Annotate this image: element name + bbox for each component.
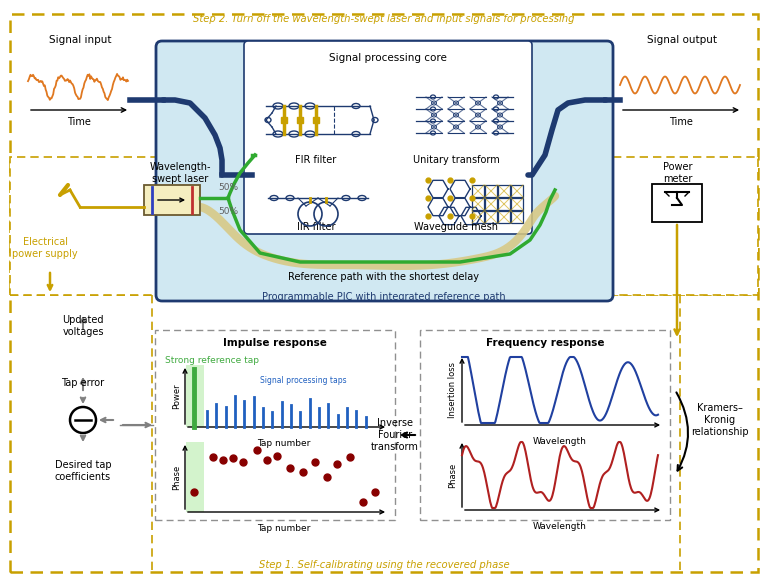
Text: FIR filter: FIR filter <box>296 155 336 165</box>
Text: Time: Time <box>669 117 693 127</box>
Bar <box>313 117 319 123</box>
FancyBboxPatch shape <box>244 41 532 234</box>
FancyBboxPatch shape <box>420 330 670 520</box>
FancyBboxPatch shape <box>606 157 758 295</box>
Bar <box>144 185 200 215</box>
Text: Impulse response: Impulse response <box>223 338 327 348</box>
Text: Desired tap
coefficients: Desired tap coefficients <box>55 460 111 482</box>
Bar <box>485 185 497 197</box>
Text: Signal output: Signal output <box>647 35 717 45</box>
Text: Phase: Phase <box>172 464 181 490</box>
FancyBboxPatch shape <box>155 330 395 520</box>
Text: Updated
voltages: Updated voltages <box>62 315 104 336</box>
Text: 50%: 50% <box>218 184 238 192</box>
Bar <box>511 185 523 197</box>
Text: Tap number: Tap number <box>257 524 311 533</box>
Text: Phase: Phase <box>448 463 457 488</box>
Bar <box>281 117 287 123</box>
Text: Power
meter: Power meter <box>664 162 693 184</box>
Text: Step 1. Self-calibrating using the recovered phase: Step 1. Self-calibrating using the recov… <box>259 560 509 570</box>
Text: Strong reference tap: Strong reference tap <box>165 356 259 365</box>
Text: Step 2. Turn off the wavelength-swept laser and input signals for processing: Step 2. Turn off the wavelength-swept la… <box>194 14 574 24</box>
Bar <box>186 365 204 427</box>
Text: Reference path with the shortest delay: Reference path with the shortest delay <box>289 272 479 282</box>
FancyBboxPatch shape <box>10 157 162 295</box>
Text: Time: Time <box>67 117 91 127</box>
Text: Tap error: Tap error <box>61 378 104 388</box>
Bar <box>511 211 523 223</box>
Bar <box>186 442 204 512</box>
Text: Kramers–
Kronig
relationship: Kramers– Kronig relationship <box>691 404 749 437</box>
Bar <box>498 198 510 210</box>
Text: Inverse
Fourier
transform: Inverse Fourier transform <box>371 419 419 452</box>
Bar <box>652 184 702 222</box>
Text: Unitary transform: Unitary transform <box>412 155 499 165</box>
Text: IIR filter: IIR filter <box>296 222 336 232</box>
Text: Waveguide mesh: Waveguide mesh <box>414 222 498 232</box>
Bar <box>485 211 497 223</box>
Bar <box>485 198 497 210</box>
Text: Electrical
power supply: Electrical power supply <box>12 237 78 259</box>
Bar <box>297 117 303 123</box>
Text: Signal processing taps: Signal processing taps <box>260 376 347 385</box>
Text: 50%: 50% <box>218 207 238 217</box>
Text: Wavelength-
swept laser: Wavelength- swept laser <box>149 162 210 184</box>
Text: Power: Power <box>172 383 181 409</box>
Bar <box>472 185 484 197</box>
Bar <box>498 185 510 197</box>
FancyBboxPatch shape <box>10 14 758 572</box>
Bar <box>472 211 484 223</box>
Text: Wavelength: Wavelength <box>533 522 587 531</box>
Text: Signal processing core: Signal processing core <box>329 53 447 63</box>
Bar <box>498 211 510 223</box>
Bar <box>472 198 484 210</box>
Text: Signal input: Signal input <box>48 35 111 45</box>
Text: Frequency response: Frequency response <box>485 338 604 348</box>
Bar <box>511 198 523 210</box>
Text: Tap number: Tap number <box>257 439 311 448</box>
Text: Wavelength: Wavelength <box>533 437 587 446</box>
FancyBboxPatch shape <box>156 41 613 301</box>
Text: Programmable PIC with integrated reference path: Programmable PIC with integrated referen… <box>262 292 506 302</box>
Text: Insertion loss: Insertion loss <box>448 362 457 418</box>
